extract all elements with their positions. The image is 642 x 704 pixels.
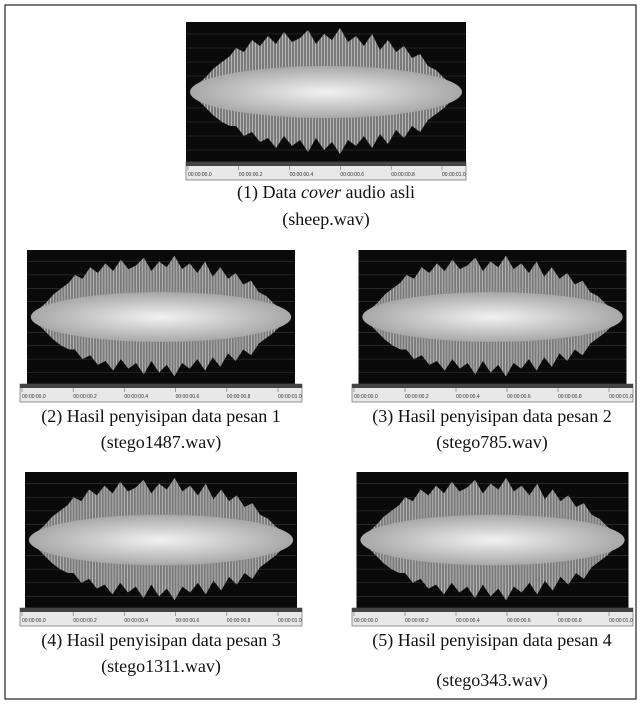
time-tick-label: 00:00:00.6 <box>176 618 200 624</box>
time-tick-label: 00:00:00.0 <box>22 618 46 624</box>
time-tick-label: 00:00:00.4 <box>290 172 314 178</box>
time-tick-label: 00:00:00.0 <box>188 172 212 178</box>
time-tick-label: 00:00:00.8 <box>227 394 251 400</box>
file-name: (stego785.wav) <box>436 432 547 453</box>
waveform-panel: 00:00:00.0 00:00:00.2 00:00:00.4 00:00:00.6… <box>20 472 302 626</box>
caption-text: (1) Data <box>237 182 296 203</box>
waveform-panel: 00:00:00.0 00:00:00.2 00:00:00.4 00:00:00.6… <box>20 250 302 402</box>
time-tick-label: 00:00:00.2 <box>239 172 263 178</box>
time-tick-label: 00:00:00.4 <box>124 394 148 400</box>
caption-rest: audio asli <box>345 182 415 202</box>
time-tick-label: 00:00:00.8 <box>558 394 582 400</box>
waveform <box>357 472 629 608</box>
caption-text: (5) Hasil penyisipan data pesan 4 <box>372 630 611 651</box>
caption-text: (3) Hasil penyisipan data pesan 2 <box>372 406 611 427</box>
time-tick-label: 00:00:00.8 <box>558 618 582 624</box>
waveform <box>25 472 297 608</box>
caption: (1) Data cover audio asli <box>237 182 415 203</box>
time-tick-label: 00:00:01.0 <box>278 394 302 400</box>
time-tick-label: 00:00:00.6 <box>507 394 531 400</box>
caption-italic: cover <box>301 182 342 202</box>
time-tick-label: 00:00:00.6 <box>507 618 531 624</box>
file-name: (stego343.wav) <box>436 670 547 691</box>
caption-text: (4) Hasil penyisipan data pesan 3 <box>41 630 280 651</box>
file-name: (stego1311.wav) <box>101 656 221 677</box>
caption: (2) Hasil penyisipan data pesan 1 <box>41 406 280 427</box>
time-tick-label: 00:00:00.4 <box>456 618 480 624</box>
file-name: (sheep.wav) <box>282 209 369 230</box>
time-tick-label: 00:00:01.0 <box>278 618 302 624</box>
file-name: (stego1487.wav) <box>101 432 221 453</box>
time-tick-label: 00:00:00.2 <box>73 618 97 624</box>
time-tick-label: 00:00:00.6 <box>176 394 200 400</box>
figure-page: 00:00:00.0 00:00:00.2 00:00:00.4 00:00:00.6… <box>0 0 642 704</box>
scroll-bar <box>352 384 633 388</box>
time-tick-label: 00:00:01.0 <box>442 172 466 178</box>
waveform-panel: 00:00:00.0 00:00:00.2 00:00:00.4 00:00:00.6… <box>352 472 633 626</box>
caption: (4) Hasil penyisipan data pesan 3 <box>41 630 280 651</box>
scroll-bar <box>20 384 302 388</box>
time-tick-label: 00:00:00.6 <box>340 172 364 178</box>
waveform <box>186 22 466 162</box>
caption-text: (2) Hasil penyisipan data pesan 1 <box>41 406 280 427</box>
time-tick-label: 00:00:01.0 <box>609 618 633 624</box>
waveform <box>359 250 627 384</box>
time-tick-label: 00:00:00.2 <box>405 618 429 624</box>
time-tick-label: 00:00:00.2 <box>405 394 429 400</box>
time-tick-label: 00:00:00.8 <box>391 172 415 178</box>
waveform-panel: 00:00:00.0 00:00:00.2 00:00:00.4 00:00:00.6… <box>352 250 633 402</box>
scroll-bar <box>186 162 466 166</box>
time-tick-label: 00:00:00.2 <box>73 394 97 400</box>
time-tick-label: 00:00:00.4 <box>456 394 480 400</box>
caption: (3) Hasil penyisipan data pesan 2 <box>372 406 611 427</box>
time-tick-label: 00:00:01.0 <box>609 394 633 400</box>
scroll-bar <box>20 608 302 612</box>
caption: (5) Hasil penyisipan data pesan 4 <box>372 630 611 651</box>
time-tick-label: 00:00:00.4 <box>124 618 148 624</box>
time-tick-label: 00:00:00.8 <box>227 618 251 624</box>
time-tick-label: 00:00:00.0 <box>354 394 378 400</box>
time-tick-label: 00:00:00.0 <box>22 394 46 400</box>
scroll-bar <box>352 608 633 612</box>
waveform-panel: 00:00:00.0 00:00:00.2 00:00:00.4 00:00:00.6… <box>186 22 466 180</box>
waveform <box>27 250 295 384</box>
time-tick-label: 00:00:00.0 <box>354 618 378 624</box>
